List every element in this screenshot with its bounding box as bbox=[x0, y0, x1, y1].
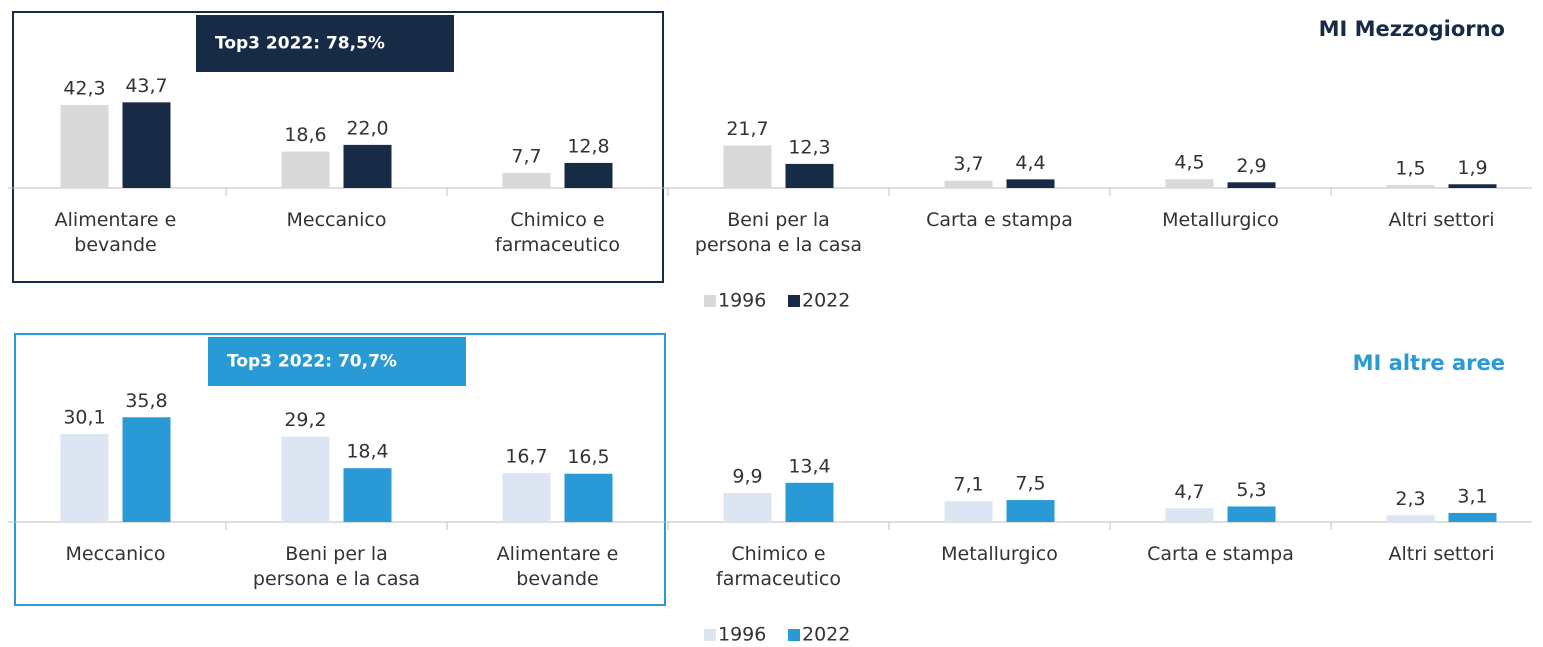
bar bbox=[1448, 184, 1497, 188]
value-label: 18,6 bbox=[284, 124, 326, 146]
annotation-box bbox=[196, 15, 454, 72]
legend-swatch bbox=[704, 295, 716, 307]
value-label: 21,7 bbox=[726, 118, 768, 140]
value-label: 7,7 bbox=[511, 145, 541, 167]
x-tick-label: Metallurgico bbox=[941, 543, 1058, 565]
value-label: 12,8 bbox=[567, 135, 609, 157]
annotation: Top3 2022: 70,7% bbox=[227, 352, 397, 372]
annotation: Top3 2022: 78,5% bbox=[215, 34, 385, 54]
value-label: 5,3 bbox=[1236, 479, 1266, 501]
bar bbox=[60, 433, 109, 522]
value-label: 16,5 bbox=[567, 446, 609, 468]
value-label: 9,9 bbox=[732, 466, 762, 488]
bar bbox=[343, 144, 392, 188]
legend-label: 1996 bbox=[718, 624, 766, 646]
x-tick-label: Meccanico bbox=[65, 543, 165, 565]
value-label: 42,3 bbox=[63, 78, 105, 100]
bar bbox=[502, 172, 551, 188]
value-label: 16,7 bbox=[505, 446, 547, 468]
legend-label: 1996 bbox=[718, 290, 766, 312]
value-label: 3,7 bbox=[953, 153, 983, 175]
chart-title: MI altre aree bbox=[1353, 351, 1505, 375]
bar bbox=[1448, 512, 1497, 522]
value-label: 1,5 bbox=[1395, 158, 1425, 180]
bar bbox=[723, 145, 772, 188]
bar bbox=[1386, 515, 1435, 522]
x-tick-label: Beni per la persona e la casa bbox=[253, 543, 420, 590]
bar bbox=[1165, 179, 1214, 188]
bar bbox=[281, 436, 330, 522]
bar bbox=[343, 468, 392, 522]
value-label: 7,1 bbox=[953, 474, 983, 496]
value-label: 3,1 bbox=[1457, 485, 1487, 507]
x-tick-label: Altri settori bbox=[1388, 543, 1494, 565]
bar bbox=[1227, 506, 1276, 522]
value-label: 2,3 bbox=[1395, 488, 1425, 510]
chart-title: MI Mezzogiorno bbox=[1319, 17, 1505, 41]
x-tick-label: Chimico e farmaceutico bbox=[716, 543, 841, 590]
value-label: 30,1 bbox=[63, 406, 105, 428]
legend-swatch bbox=[788, 629, 800, 641]
value-label: 18,4 bbox=[346, 441, 388, 463]
annotation-box bbox=[208, 337, 466, 386]
bar bbox=[1227, 182, 1276, 188]
x-tick-label: Beni per la persona e la casa bbox=[695, 209, 862, 256]
bar bbox=[1165, 508, 1214, 522]
bar bbox=[785, 163, 834, 188]
bar bbox=[1006, 500, 1055, 522]
value-label: 22,0 bbox=[346, 117, 388, 139]
value-label: 43,7 bbox=[125, 75, 167, 97]
bar bbox=[564, 473, 613, 522]
value-label: 1,9 bbox=[1457, 157, 1487, 179]
value-label: 35,8 bbox=[125, 390, 167, 412]
value-label: 4,4 bbox=[1015, 152, 1045, 174]
legend-label: 2022 bbox=[802, 290, 850, 312]
value-label: 29,2 bbox=[284, 409, 326, 431]
legend-swatch bbox=[788, 295, 800, 307]
value-label: 7,5 bbox=[1015, 473, 1045, 495]
x-tick-label: Alimentare e bevande bbox=[55, 209, 177, 256]
highlight-box bbox=[14, 333, 666, 606]
value-label: 4,7 bbox=[1174, 481, 1204, 503]
bar bbox=[122, 417, 171, 522]
bar bbox=[944, 501, 993, 522]
value-label: 13,4 bbox=[788, 455, 830, 477]
bar bbox=[564, 162, 613, 188]
x-tick-label: Carta e stampa bbox=[1147, 543, 1294, 565]
bar bbox=[281, 151, 330, 188]
legend-swatch bbox=[704, 629, 716, 641]
x-tick-label: Carta e stampa bbox=[926, 209, 1073, 231]
bar bbox=[944, 180, 993, 188]
value-label: 12,3 bbox=[788, 136, 830, 158]
legend-label: 2022 bbox=[802, 624, 850, 646]
x-tick-label: Alimentare e bevande bbox=[497, 543, 619, 590]
bar bbox=[723, 493, 772, 522]
bar bbox=[1386, 185, 1435, 188]
bar bbox=[122, 102, 171, 188]
bar bbox=[502, 473, 551, 522]
highlight-box bbox=[12, 11, 664, 283]
bar bbox=[785, 482, 834, 522]
x-tick-label: Chimico e farmaceutico bbox=[495, 209, 620, 256]
value-label: 4,5 bbox=[1174, 152, 1204, 174]
bar bbox=[1006, 179, 1055, 188]
x-tick-label: Altri settori bbox=[1388, 209, 1494, 231]
bar bbox=[60, 105, 109, 188]
x-tick-label: Meccanico bbox=[286, 209, 386, 231]
value-label: 2,9 bbox=[1236, 155, 1266, 177]
x-tick-label: Metallurgico bbox=[1162, 209, 1279, 231]
